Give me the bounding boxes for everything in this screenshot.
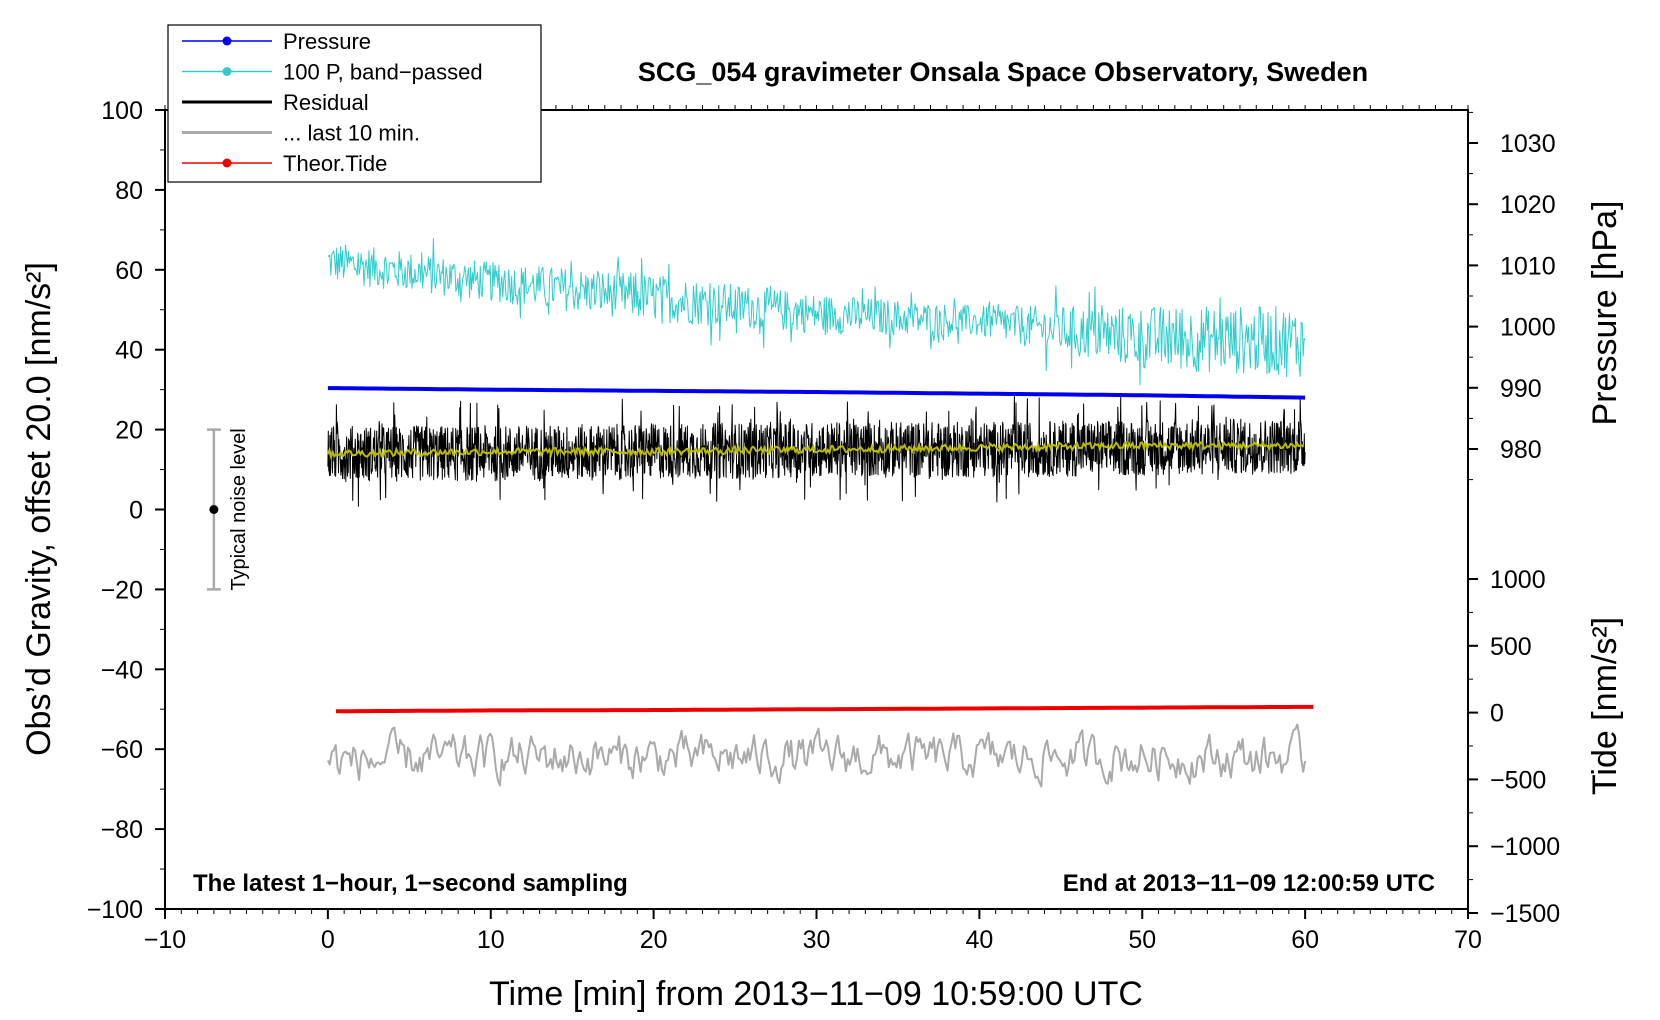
plot-frame	[164, 109, 1469, 910]
y-tick-label: −80	[101, 816, 143, 844]
axis-layer: −10 0 10 20 30 40 50 60 70100806040200−20−40−60−…	[87, 97, 1561, 954]
series-last10min-line	[326, 723, 1307, 788]
series-pressure-line	[327, 386, 1306, 400]
x-tick-label: 50	[1128, 926, 1156, 954]
tide-tick-label: 0	[1490, 700, 1504, 728]
tide-tick-label: −1500	[1490, 900, 1560, 928]
chart-title: SCG_054 gravimeter Onsala Space Observat…	[638, 57, 1368, 87]
y-tick-label: 80	[115, 177, 143, 205]
y-tick-label: −40	[101, 656, 143, 684]
y-tick-label: 20	[115, 417, 143, 445]
tide-axis-label: Tide [nm/s²]	[1586, 617, 1624, 795]
series-layer	[326, 238, 1314, 788]
pressure-tick-label: 1010	[1500, 252, 1556, 280]
x-axis-label: Time [min] from 2013−11−09 10:59:00 UTC	[489, 975, 1143, 1013]
noise-center-dot	[209, 505, 219, 514]
legend-marker	[222, 158, 232, 168]
y-tick-label: −60	[101, 736, 143, 764]
pressure-tick-label: 1030	[1500, 130, 1556, 158]
y-axis-label: Obs’d Gravity, offset 20.0 [nm/s²]	[20, 262, 58, 756]
legend-label: 100 P, band−passed	[283, 60, 483, 85]
series-residual-line	[327, 395, 1306, 507]
series-residual-smoothed-line	[326, 439, 1305, 461]
x-tick-label: 60	[1291, 926, 1319, 954]
y-tick-label: 60	[115, 257, 143, 285]
legend-marker	[222, 67, 232, 76]
x-tick-label: 70	[1454, 926, 1482, 954]
legend-label: ... last 10 min.	[283, 121, 420, 146]
y-tick-label: 0	[129, 497, 143, 525]
legend-label: Pressure	[283, 29, 371, 54]
x-tick-label: 10	[477, 926, 505, 954]
tide-tick-label: −500	[1490, 766, 1546, 794]
tide-tick-label: 500	[1490, 633, 1532, 661]
y-tick-label: −100	[87, 896, 143, 924]
legend: Pressure 100 P, band−passed Residual ... la…	[167, 24, 542, 183]
x-tick-label: 0	[321, 926, 335, 954]
pressure-tick-label: 1000	[1500, 314, 1556, 342]
pressure-tick-label: 990	[1500, 375, 1542, 403]
legend-label: Residual	[283, 90, 369, 115]
legend-label: Theor.Tide	[283, 151, 387, 176]
tide-tick-label: −1000	[1490, 833, 1560, 861]
noise-level-marker: Typical noise level	[206, 428, 250, 591]
y-tick-label: 100	[101, 97, 143, 125]
y-tick-label: 40	[115, 337, 143, 365]
x-tick-label: 20	[640, 926, 668, 954]
tide-tick-label: 1000	[1490, 566, 1546, 594]
legend-marker	[222, 36, 232, 46]
pressure-axis-label: Pressure [hPa]	[1586, 201, 1624, 426]
noise-label: Typical noise level	[228, 428, 250, 590]
pressure-tick-label: 1020	[1500, 191, 1556, 219]
end-time-annotation: End at 2013−11−09 12:00:59 UTC	[1063, 870, 1435, 897]
y-tick-label: −20	[101, 576, 143, 604]
pressure-tick-label: 980	[1500, 436, 1542, 464]
x-tick-label: 30	[803, 926, 831, 954]
series-tide-line	[336, 704, 1314, 714]
x-tick-label: 40	[965, 926, 993, 954]
sampling-annotation: The latest 1−hour, 1−second sampling	[193, 870, 628, 897]
series-band-passed-line	[327, 238, 1306, 386]
x-tick-label: −10	[144, 926, 186, 954]
